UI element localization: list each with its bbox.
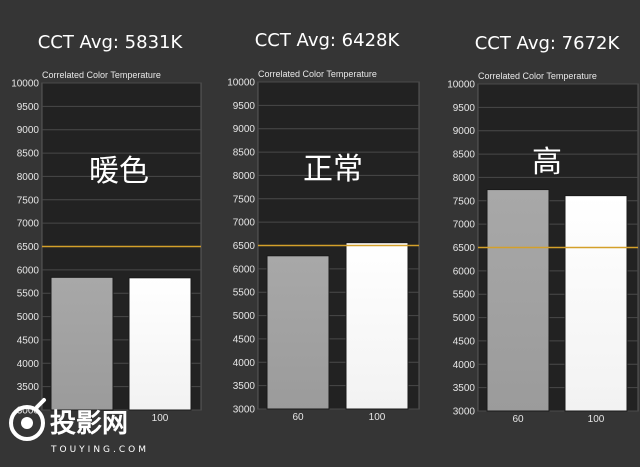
y-tick-label: 9000 (233, 124, 256, 135)
chart-subtitle: Correlated Color Temperature (258, 69, 377, 79)
mode-label: 高 (532, 145, 562, 180)
y-tick-label: 6500 (233, 241, 256, 252)
x-category-label: 100 (369, 412, 386, 423)
y-tick-label: 3500 (233, 381, 256, 392)
y-tick-label: 7000 (17, 219, 40, 230)
cct-chart-2: CCT Avg: 6428K Correlated Color Temperatu… (227, 30, 420, 423)
x-category-label: 60 (292, 412, 304, 423)
y-tick-label: 8000 (17, 172, 40, 183)
y-tick-label: 3500 (453, 383, 476, 394)
bar-2 (564, 195, 628, 412)
watermark-name: 投影网 (50, 409, 128, 439)
y-tick-label: 7000 (233, 218, 256, 229)
y-tick-label: 7500 (17, 195, 40, 206)
y-tick-label: 5500 (233, 288, 256, 299)
x-category-label: 60 (512, 414, 524, 425)
y-tick-label: 9500 (233, 101, 256, 112)
y-tick-label: 9500 (453, 103, 476, 114)
y-tick-label: 6500 (17, 242, 40, 253)
y-tick-label: 3000 (453, 407, 476, 418)
y-tick-label: 9500 (17, 102, 40, 113)
y-tick-label: 10000 (11, 79, 39, 90)
watermark-sub: TOUYING.COM (50, 445, 149, 455)
y-tick-label: 4000 (453, 360, 476, 371)
touying-logo-icon (9, 398, 46, 441)
y-tick-label: 6000 (453, 266, 476, 277)
bar-2 (345, 242, 409, 410)
y-tick-label: 8000 (453, 173, 476, 184)
y-tick-label: 9000 (453, 126, 476, 137)
y-tick-label: 6000 (17, 265, 40, 276)
y-tick-label: 10000 (227, 78, 255, 89)
y-tick-label: 3500 (17, 382, 40, 393)
y-tick-label: 8500 (453, 150, 476, 161)
cct-chart-3: CCT Avg: 7672K Correlated Color Temperatu… (447, 33, 639, 425)
y-tick-label: 4000 (233, 358, 256, 369)
y-tick-label: 9000 (17, 125, 40, 136)
mode-label: 正常 (303, 152, 363, 187)
y-tick-label: 8000 (233, 171, 256, 182)
cct-chart-1: CCT Avg: 5831K Correlated Color Temperatu… (11, 32, 202, 424)
y-tick-label: 4500 (453, 336, 476, 347)
y-tick-label: 6500 (453, 243, 476, 254)
y-tick-label: 5000 (453, 313, 476, 324)
y-tick-label: 8500 (17, 149, 40, 160)
y-tick-label: 4500 (17, 335, 40, 346)
y-tick-label: 7500 (453, 196, 476, 207)
bar-1 (50, 276, 114, 411)
y-tick-label: 5500 (17, 289, 40, 300)
y-tick-label: 3000 (17, 406, 40, 417)
watermark: 投影网 TOUYING.COM (9, 398, 149, 455)
y-tick-label: 7500 (233, 194, 256, 205)
chart-subtitle: Correlated Color Temperature (42, 70, 161, 80)
y-tick-label: 5500 (453, 290, 476, 301)
bar-1 (486, 189, 550, 412)
chart-subtitle: Correlated Color Temperature (478, 71, 597, 81)
y-tick-label: 6000 (233, 264, 256, 275)
chart-title: CCT Avg: 7672K (475, 33, 621, 54)
mode-label: 暖色 (89, 154, 149, 189)
y-tick-label: 3000 (233, 405, 256, 416)
y-tick-label: 10000 (447, 80, 475, 91)
x-category-label: 100 (152, 413, 169, 424)
y-tick-label: 5000 (233, 311, 256, 322)
y-tick-label: 4000 (17, 359, 40, 370)
chart-title: CCT Avg: 6428K (255, 30, 401, 51)
x-category-label: 100 (588, 414, 605, 425)
y-tick-label: 5000 (17, 312, 40, 323)
y-tick-label: 4500 (233, 334, 256, 345)
bar-2 (128, 277, 192, 411)
y-tick-label: 7000 (453, 220, 476, 231)
bar-1 (266, 255, 330, 410)
y-tick-label: 8500 (233, 148, 256, 159)
chart-title: CCT Avg: 5831K (38, 32, 184, 53)
